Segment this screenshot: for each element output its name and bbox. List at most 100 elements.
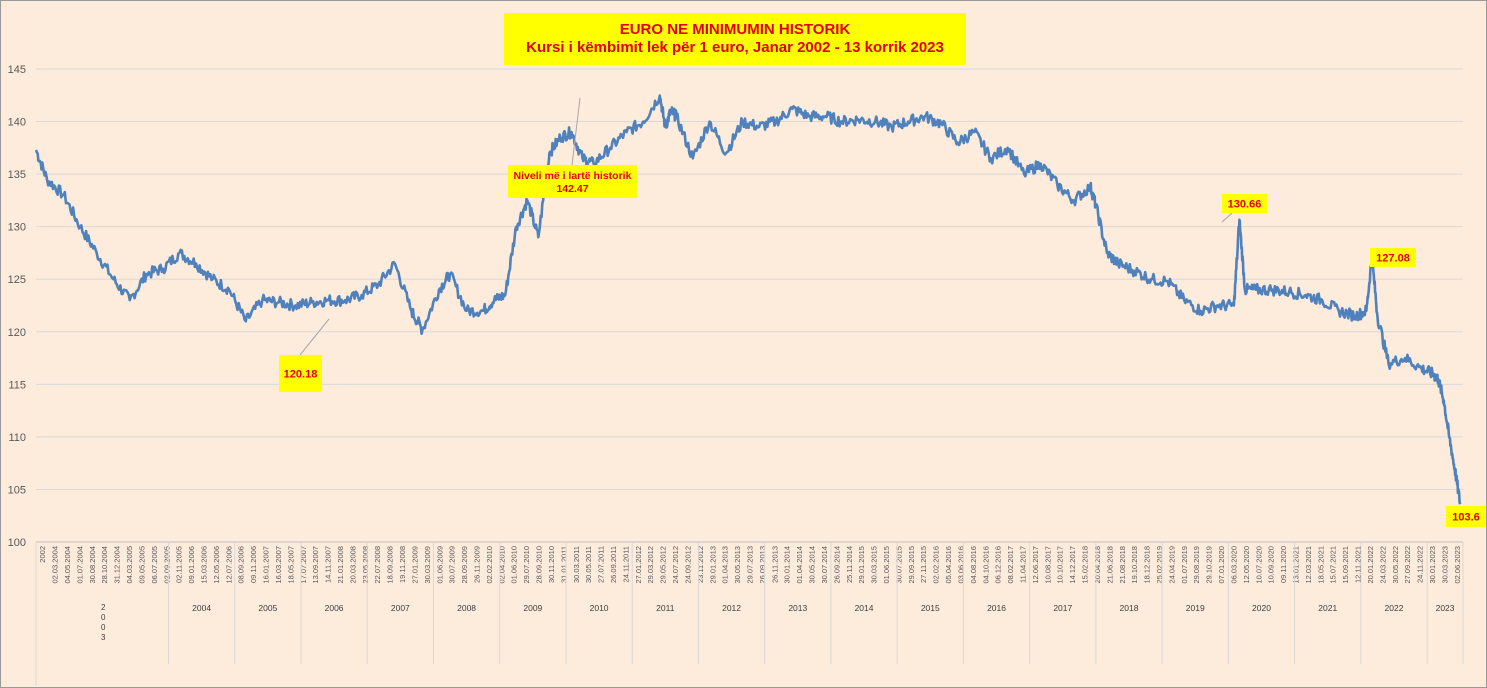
x-date-tick-label: 21.08.2018 bbox=[1118, 546, 1127, 584]
y-tick-label: 130 bbox=[8, 222, 26, 234]
series-line bbox=[34, 94, 1462, 505]
x-date-tick-label: 02.06.2023 bbox=[1453, 546, 1462, 584]
x-date-tick-label: 26.09.2013 bbox=[758, 546, 767, 584]
x-date-tick-label: 12.03.2021 bbox=[1304, 546, 1313, 584]
x-date-tick-label: 13.01.2021 bbox=[1291, 546, 1300, 584]
x-date-tick-label: 15.03.2006 bbox=[200, 546, 209, 584]
x-date-tick-label: 29.01.2013 bbox=[708, 546, 717, 584]
x-date-tick-label: 30.07.2009 bbox=[448, 546, 457, 584]
y-tick-label: 135 bbox=[8, 169, 26, 181]
x-date-tick-label: 26.09.2011 bbox=[609, 546, 618, 583]
x-date-tick-label: 30.11.2010 bbox=[547, 546, 556, 583]
x-date-tick-label: 04.03.2005 bbox=[125, 546, 134, 584]
x-date-tick-label: 29.08.2019 bbox=[1192, 546, 1201, 584]
x-year-label: 2018 bbox=[1120, 603, 1139, 613]
x-year-label: 2023 bbox=[1436, 603, 1455, 613]
chart-title: EURO NE MINIMUMIN HISTORIK bbox=[619, 21, 851, 38]
x-date-tick-label: 21.01.2008 bbox=[336, 546, 345, 584]
x-date-tick-label: 31.01.2011 bbox=[559, 546, 568, 583]
x-year-label: 2006 bbox=[325, 603, 344, 613]
x-date-tick-label: 27.11.2015 bbox=[919, 546, 928, 583]
x-year-label: 2021 bbox=[1318, 603, 1337, 613]
annotation-value: 103.6 bbox=[1452, 512, 1480, 524]
x-year-label: 2016 bbox=[987, 603, 1006, 613]
x-date-tick-label: 02.09.2005 bbox=[162, 546, 171, 584]
x-date-tick-label: 28.09.2009 bbox=[460, 546, 469, 584]
x-year-label: 2010 bbox=[590, 603, 609, 613]
x-date-tick-label: 30.03.2011 bbox=[572, 546, 581, 583]
x-year-label: 2011 bbox=[656, 603, 675, 613]
x-date-tick-label: 24.04.2019 bbox=[1167, 546, 1176, 584]
x-date-tick-label: 30.03.2023 bbox=[1440, 546, 1449, 584]
x-date-tick-label: 26.11.2013 bbox=[770, 546, 779, 583]
x-date-tick-label: 02.03.2004 bbox=[51, 546, 60, 584]
x-date-tick-label: 29.07.2013 bbox=[746, 546, 755, 584]
x-date-tick-label: 17.07.2007 bbox=[299, 546, 308, 584]
x-date-tick-label: 12.06.2017 bbox=[1031, 546, 1040, 584]
x-date-tick-label: 02.04.2010 bbox=[497, 546, 506, 584]
annotation-leader-line bbox=[571, 97, 581, 166]
y-tick-label: 110 bbox=[8, 432, 26, 444]
x-year-label-char: 0 bbox=[101, 613, 106, 622]
x-date-tick-label: 23.11.2012 bbox=[696, 546, 705, 583]
x-date-tick-label: 20.04.2018 bbox=[1093, 546, 1102, 584]
x-year-label: 2022 bbox=[1385, 603, 1404, 613]
x-date-tick-label: 03.06.2016 bbox=[956, 546, 965, 584]
x-date-tick-label: 29.05.2012 bbox=[659, 546, 668, 584]
x-date-tick-label: 16.03.2007 bbox=[274, 546, 283, 584]
x-date-tick-label: 06.07.2005 bbox=[150, 546, 159, 584]
chart-title-box: EURO NE MINIMUMIN HISTORIK Kursi i këmbi… bbox=[504, 13, 966, 65]
annotation-box bbox=[508, 165, 637, 198]
x-year-label: 2013 bbox=[788, 603, 807, 613]
x-date-tick-label: 26.09.2014 bbox=[832, 546, 841, 584]
x-year-label: 2020 bbox=[1252, 603, 1271, 613]
x-year-label: 2014 bbox=[855, 603, 874, 613]
x-date-tick-label: 01.04.2014 bbox=[795, 546, 804, 584]
y-tick-label: 120 bbox=[8, 327, 26, 339]
x-date-tick-label: 29.07.2010 bbox=[522, 546, 531, 584]
x-date-tick-label: 24.11.2011 bbox=[621, 546, 630, 582]
x-date-tick-label: 20.03.2008 bbox=[348, 546, 357, 584]
x-date-tick-label: 30.07.2015 bbox=[894, 546, 903, 584]
annotation-value: 130.66 bbox=[1228, 199, 1262, 211]
x-axis: 2002 02.03.2004 04.05.2004 01.07.2004 30.08.… bbox=[35, 541, 1464, 686]
x-date-tick-label: 29.09.2015 bbox=[907, 546, 916, 584]
x-date-tick-label: 01.07.2019 bbox=[1180, 546, 1189, 584]
x-date-tick-label: 18.12.2018 bbox=[1143, 546, 1152, 584]
x-date-tick-label: 10.08.2017 bbox=[1043, 546, 1052, 584]
x-date-tick-label: 30.05.2022 bbox=[1391, 546, 1400, 584]
x-date-tick-label: 12.07.2006 bbox=[224, 546, 233, 584]
x-date-tick-label: 07.01.2020 bbox=[1217, 546, 1226, 584]
x-date-tick-label: 30.03.2015 bbox=[870, 546, 879, 584]
x-year-label: 2007 bbox=[391, 603, 410, 613]
x-date-tick-label: 19.11.2008 bbox=[398, 546, 407, 583]
x-date-tick-label: 18.05.2021 bbox=[1316, 546, 1325, 584]
y-tick-label: 115 bbox=[8, 379, 26, 391]
x-date-tick-label: 27.01.2012 bbox=[634, 546, 643, 584]
x-year-label: 2004 bbox=[192, 603, 211, 613]
x-date-tick-label: 09.11.2020 bbox=[1279, 546, 1288, 583]
x-date-tick-label: 22.07.2008 bbox=[373, 546, 382, 584]
x-date-tick-label: 30.01.2023 bbox=[1428, 546, 1437, 584]
x-date-tick-label: 27.07.2011 bbox=[597, 546, 606, 583]
annotation-leader-line bbox=[299, 318, 330, 356]
x-date-tick-label: 08.02.2017 bbox=[1006, 546, 1015, 584]
annotation-box bbox=[1446, 506, 1486, 527]
x-date-tick-label: 14.12.2017 bbox=[1068, 546, 1077, 584]
x-date-tick-label: 09.05.2005 bbox=[137, 546, 146, 584]
x-date-tick-label: 15.02.2018 bbox=[1081, 546, 1090, 584]
annotation-value: 142.47 bbox=[556, 183, 588, 195]
x-date-tick-label: 12.05.2006 bbox=[212, 546, 221, 584]
x-date-tick-label: 15.09.2021 bbox=[1341, 546, 1350, 584]
x-date-tick-label: 02.11.2005 bbox=[175, 546, 184, 583]
gridlines bbox=[36, 68, 1463, 543]
x-date-tick-label: 2002 bbox=[38, 546, 47, 563]
x-date-tick-label: 16.01.2007 bbox=[262, 546, 271, 584]
x-year-label: 2009 bbox=[523, 603, 542, 613]
y-axis-tick-labels: 100 105 110 115 120 125 130 135 140 145 bbox=[8, 64, 26, 549]
annotation-box bbox=[279, 355, 322, 392]
x-date-tick-label: 25.11.2014 bbox=[845, 546, 854, 583]
x-date-tick-label: 15.07.2021 bbox=[1329, 546, 1338, 584]
x-date-tick-label: 10.10.2017 bbox=[1056, 546, 1065, 584]
